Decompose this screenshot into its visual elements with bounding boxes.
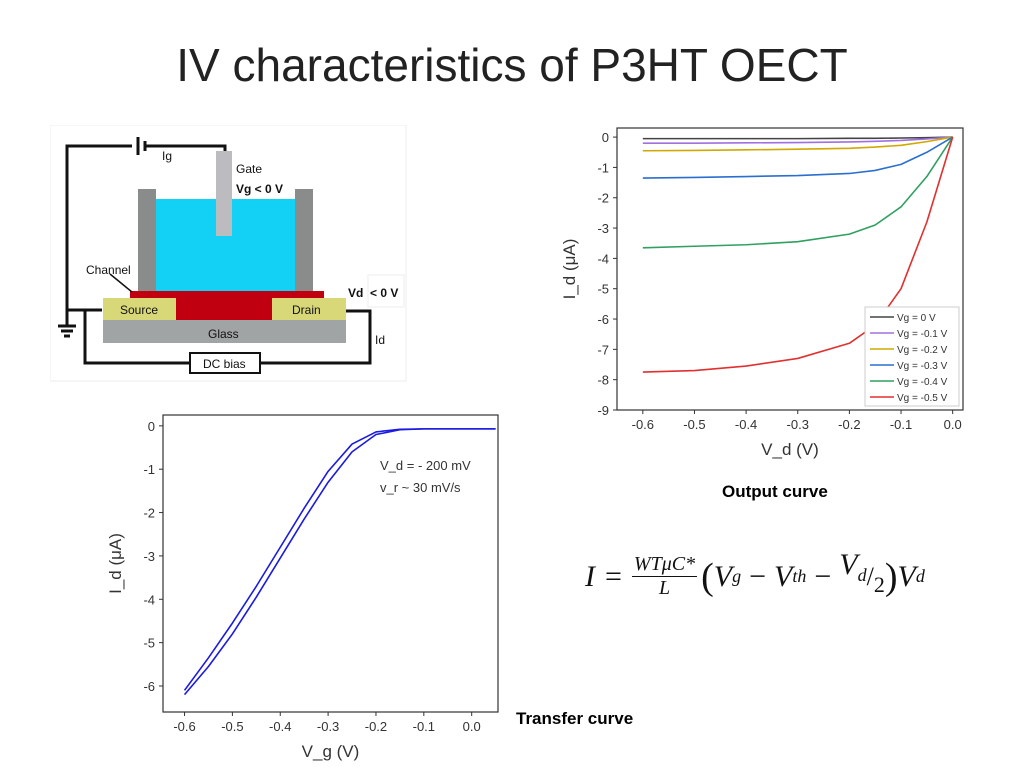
y-tick-label: -8 bbox=[597, 373, 609, 388]
x-tick-label: -0.3 bbox=[317, 719, 339, 734]
legend-entry: Vg = -0.3 V bbox=[897, 361, 948, 372]
slide-title: IV characteristics of P3HT OECT bbox=[176, 39, 848, 91]
y-tick-label: -6 bbox=[143, 679, 155, 694]
vd-label: Vd bbox=[348, 286, 363, 300]
x-tick-label: -0.2 bbox=[365, 719, 387, 734]
gate-electrode bbox=[216, 151, 232, 236]
series-line bbox=[642, 136, 954, 373]
output-curve-chart: -0.6 -0.5 -0.4 -0.3 -0.2 -0.1 0.0 0 -1 -2 -3 -4 -5 -6… bbox=[560, 127, 964, 459]
x-tick-label: -0.1 bbox=[890, 417, 912, 432]
y-tick-label: -4 bbox=[143, 592, 155, 607]
x-tick-label: -0.1 bbox=[413, 719, 435, 734]
plot-frame bbox=[616, 127, 964, 411]
y-tick-label: -1 bbox=[143, 462, 155, 477]
legend-entry: Vg = -0.5 V bbox=[897, 393, 948, 404]
x-tick-label: -0.5 bbox=[221, 719, 243, 734]
transfer-curve-caption: Transfer curve bbox=[516, 709, 634, 728]
y-tick-label: 0 bbox=[148, 419, 155, 434]
series-line bbox=[642, 136, 953, 144]
legend-entry: Vg = -0.4 V bbox=[897, 377, 948, 388]
y-tick-label: -5 bbox=[143, 636, 155, 651]
series-line bbox=[183, 428, 496, 696]
channel-label: Channel bbox=[86, 263, 131, 277]
x-tick-label: -0.5 bbox=[683, 417, 705, 432]
x-tick-label: -0.6 bbox=[173, 719, 195, 734]
x-axis-label: V_d (V) bbox=[761, 440, 819, 459]
x-tick-label: 0.0 bbox=[463, 719, 481, 734]
y-tick-label: 0 bbox=[602, 130, 609, 145]
series-line bbox=[642, 136, 954, 179]
plot-frame bbox=[162, 414, 499, 713]
x-axis-label: V_g (V) bbox=[302, 742, 360, 761]
x-tick-label: -0.4 bbox=[735, 417, 757, 432]
legend-entry: Vg = -0.1 V bbox=[897, 329, 948, 340]
series-line bbox=[642, 136, 953, 152]
y-tick-label: -2 bbox=[143, 506, 155, 521]
transfer-curve-chart: -0.6 -0.5 -0.4 -0.3 -0.2 -0.1 0.0 0 -1 -2 -3 -4 -5 -6… bbox=[106, 414, 499, 761]
annotation-vd: V_d = - 200 mV bbox=[380, 458, 471, 473]
vg-label: Vg < 0 V bbox=[236, 182, 283, 196]
output-curve-caption: Output curve bbox=[722, 482, 828, 501]
series-line bbox=[642, 136, 954, 249]
y-tick-label: -5 bbox=[597, 282, 609, 297]
source-label: Source bbox=[120, 303, 158, 317]
series-line bbox=[642, 136, 953, 140]
y-tick-label: -4 bbox=[597, 251, 609, 266]
legend bbox=[864, 306, 960, 407]
y-tick-label: -3 bbox=[143, 549, 155, 564]
x-tick-label: -0.3 bbox=[787, 417, 809, 432]
y-axis-label: I_d (μA) bbox=[106, 533, 125, 594]
x-tick-label: -0.6 bbox=[632, 417, 654, 432]
y-tick-label: -9 bbox=[597, 403, 609, 418]
annotation-scan-rate: v_r ~ 30 mV/s bbox=[380, 480, 461, 495]
id-label: Id bbox=[375, 333, 385, 347]
y-tick-label: -6 bbox=[597, 312, 609, 327]
glass-substrate bbox=[103, 320, 346, 343]
y-tick-label: -7 bbox=[597, 342, 609, 357]
y-tick-label: -2 bbox=[597, 191, 609, 206]
legend-entry: Vg = 0 V bbox=[897, 313, 936, 324]
oect-diagram: Ig Gate Vg < 0 V Channel Vd < 0 V Source… bbox=[50, 125, 407, 382]
channel bbox=[176, 298, 272, 320]
y-tick-label: -1 bbox=[597, 160, 609, 175]
glass-label: Glass bbox=[208, 327, 239, 341]
x-tick-label: -0.4 bbox=[269, 719, 291, 734]
x-tick-label: 0.0 bbox=[944, 417, 962, 432]
dc-bias-label: DC bias bbox=[203, 357, 246, 371]
y-tick-label: -3 bbox=[597, 221, 609, 236]
dc-bias-box bbox=[189, 352, 261, 374]
gate-label: Gate bbox=[236, 162, 262, 176]
y-axis-label: I_d (μA) bbox=[560, 239, 579, 300]
legend-entry: Vg = -0.2 V bbox=[897, 345, 948, 356]
x-tick-label: -0.2 bbox=[838, 417, 860, 432]
drain-label: Drain bbox=[292, 303, 321, 317]
ig-label: Ig bbox=[162, 149, 172, 163]
vd-condition: < 0 V bbox=[370, 286, 398, 300]
